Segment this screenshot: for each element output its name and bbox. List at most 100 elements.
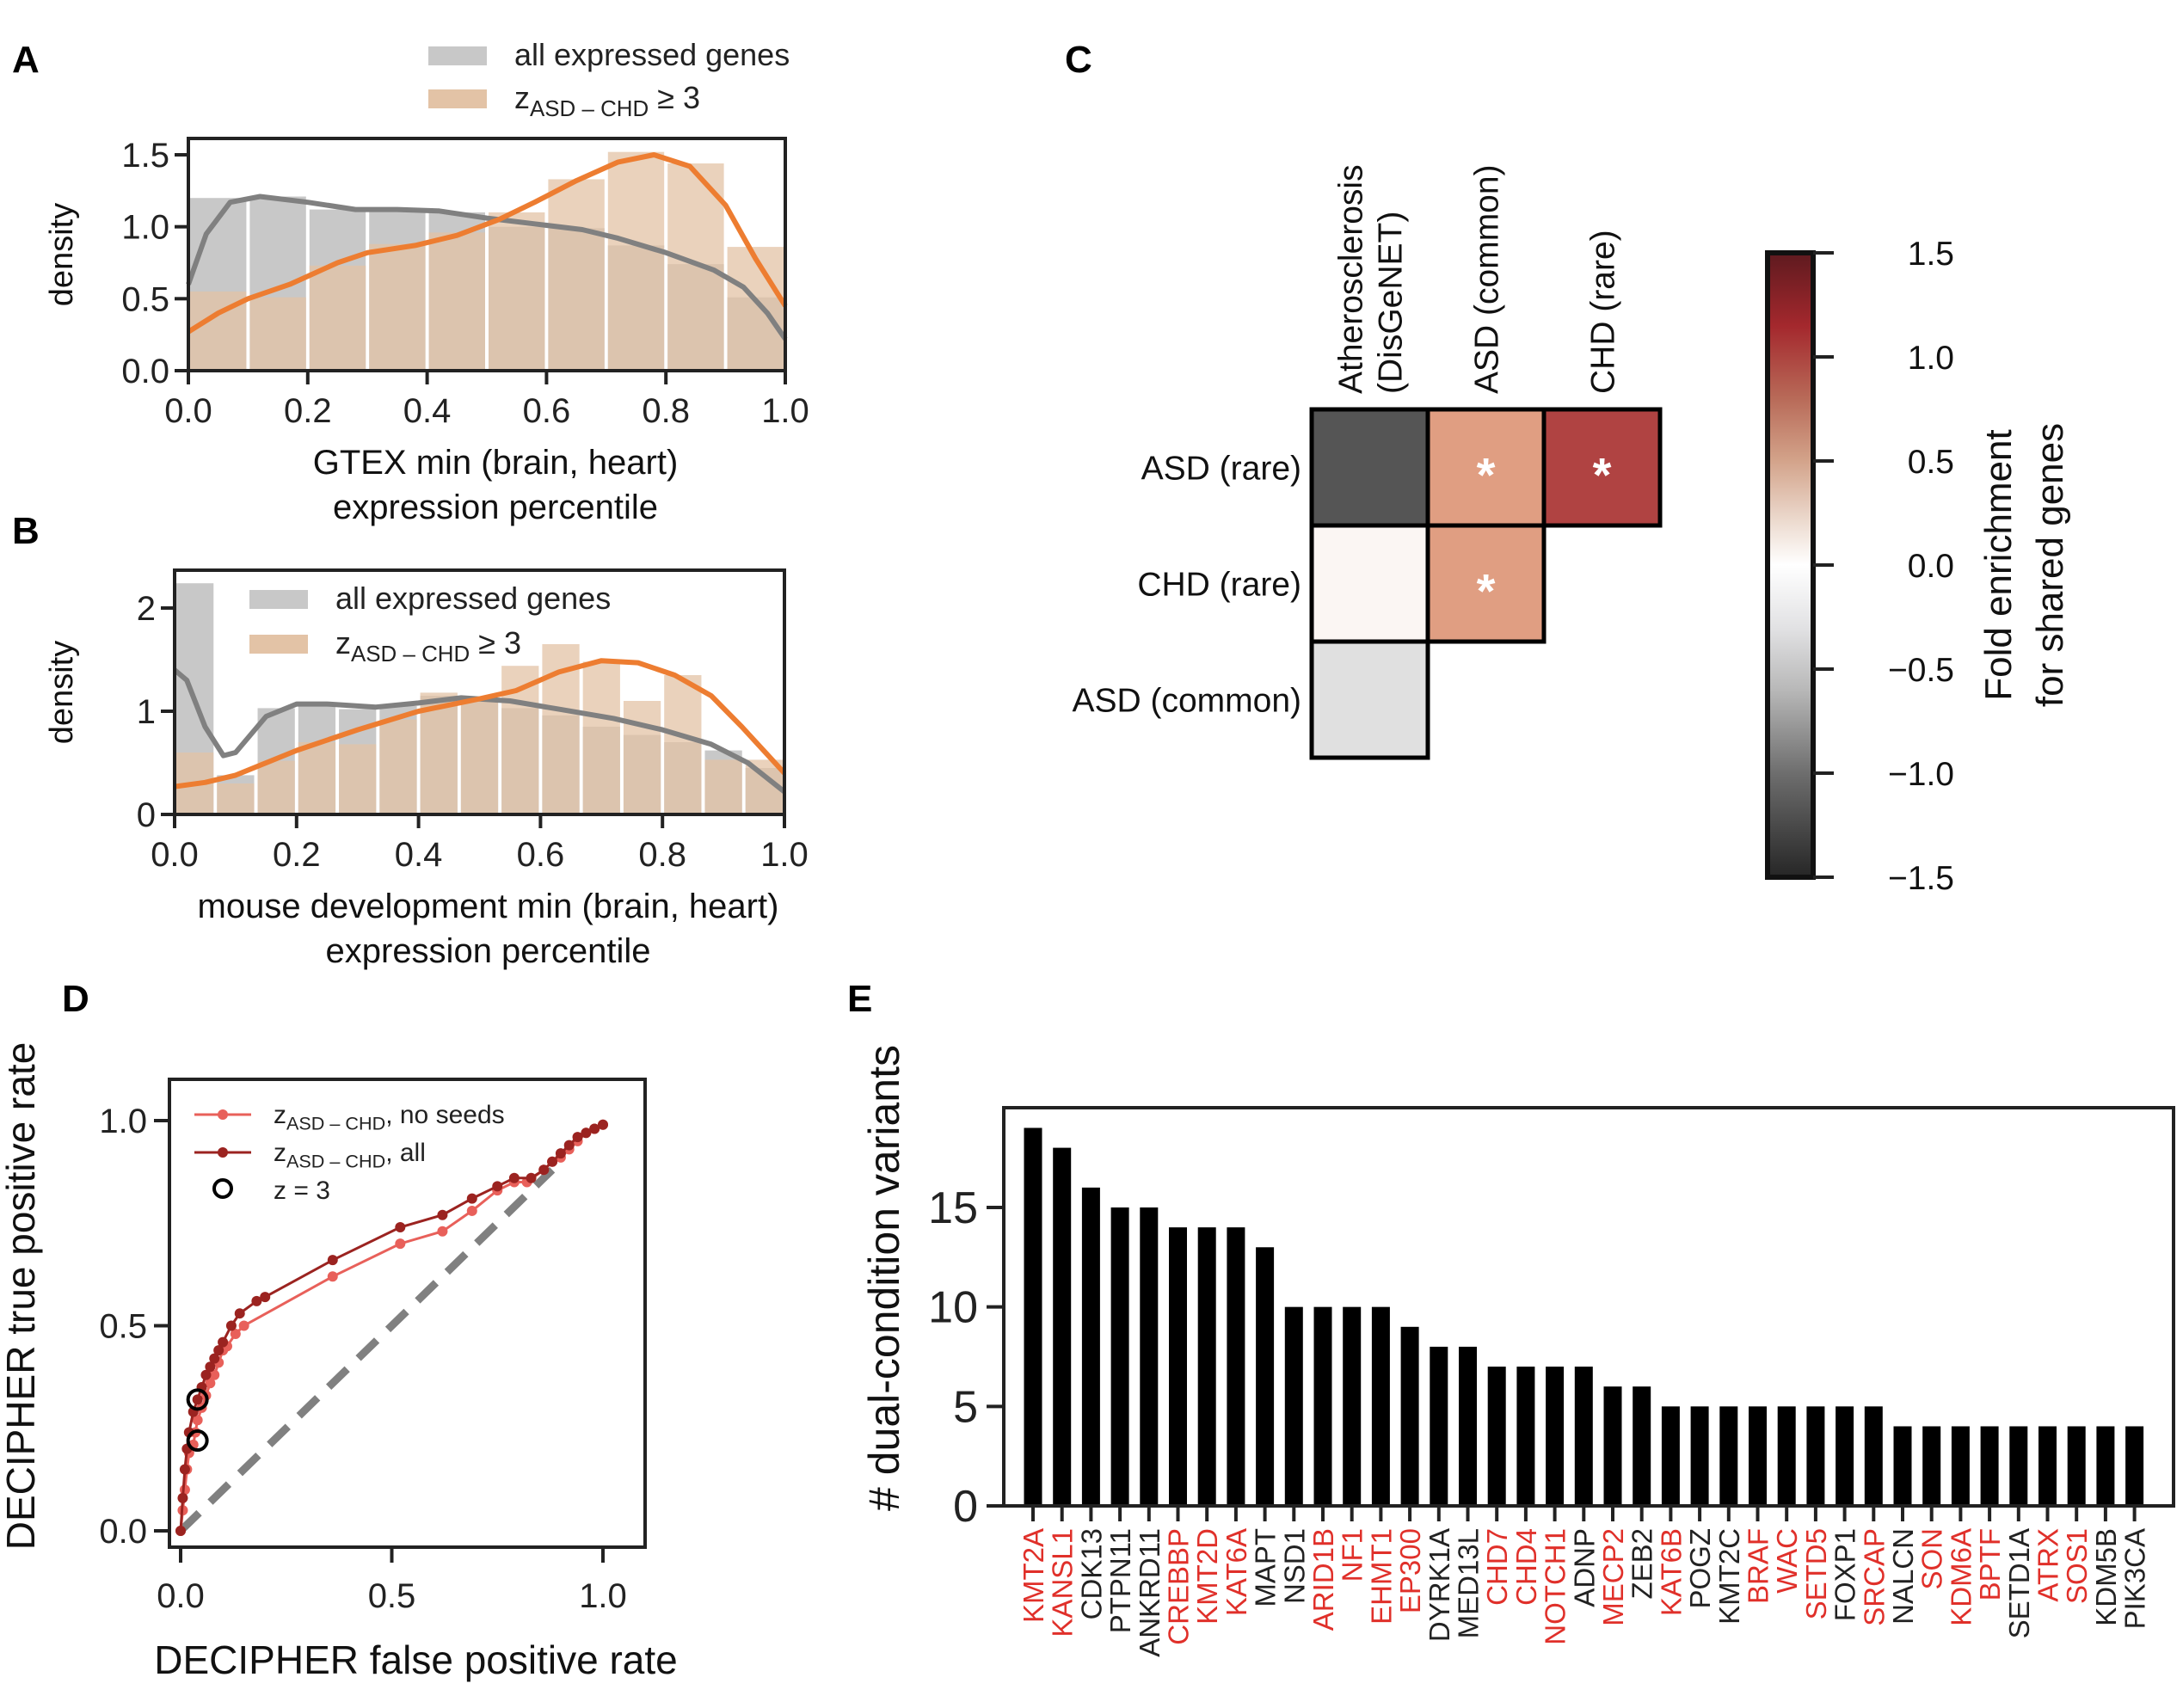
kde-line-all-genes	[173, 667, 786, 794]
bar	[1256, 1247, 1275, 1506]
legend-swatch	[428, 89, 487, 108]
bar	[1864, 1406, 1883, 1506]
bar	[1516, 1367, 1535, 1506]
bar	[1603, 1386, 1622, 1506]
plot-frame	[187, 137, 787, 372]
histogram-bar-z-ge-3	[623, 701, 661, 814]
gene-label: CREBBP	[1163, 1528, 1195, 1645]
y-tick-label: 15	[928, 1183, 978, 1233]
gene-label: PTPN11	[1104, 1528, 1136, 1633]
roc-point-no-seeds	[238, 1320, 249, 1331]
histogram-bar-z-ge-3	[420, 692, 458, 814]
heatmap-column-label: CHD (rare)	[1585, 230, 1622, 394]
x-tick-label: 0.0	[157, 1577, 205, 1615]
legend-label-tail: ≥ 3	[649, 80, 700, 115]
heatmap-column-label: ASD (common)	[1469, 164, 1506, 394]
panel-b-histogram: 0.0 0.2 0.4 0.6 0.8 1.0 0 1 2 density mouse develo…	[44, 568, 809, 970]
bar	[1836, 1406, 1854, 1506]
bar	[2009, 1426, 2028, 1506]
histogram-bar-z-ge-3	[249, 297, 306, 371]
legend-swatch	[249, 590, 308, 609]
roc-point-all	[598, 1119, 608, 1130]
x-tick-label: 0.2	[273, 836, 321, 874]
gene-label: SOS1	[2061, 1528, 2093, 1604]
y-axis-label: density	[44, 641, 80, 744]
x-tick-label: 0.8	[642, 392, 690, 430]
panel-e-bar-chart: KMT2AKANSL1CDK13PTPN11ANKRD11CREBBPKMT2D…	[860, 1045, 2175, 1657]
legend-label: zASD – CHD, no seeds	[274, 1101, 505, 1134]
x-tick-label: 0.4	[395, 836, 443, 874]
gene-label: CDK13	[1075, 1528, 1107, 1619]
roc-point-all	[200, 1369, 212, 1380]
kde-line-z-ge-3	[187, 152, 788, 335]
diagonal-reference-line	[177, 1167, 556, 1534]
bar	[1197, 1227, 1216, 1506]
x-tick-label: 1.0	[579, 1577, 627, 1615]
gene-label: MAPT	[1250, 1528, 1282, 1607]
significance-asterisk: *	[1593, 448, 1612, 502]
roc-point-all	[589, 1123, 600, 1134]
x-axis-label: expression percentile	[333, 488, 658, 526]
bar	[1487, 1367, 1506, 1506]
x-tick-label: 0.4	[403, 392, 452, 430]
bar	[1053, 1147, 1072, 1506]
bar	[1980, 1426, 1999, 1506]
heatmap-cell	[1309, 407, 1430, 528]
legend-label-sub: ASD – CHD	[286, 1113, 385, 1134]
roc-point-all	[538, 1164, 550, 1176]
bar	[1400, 1326, 1419, 1506]
bar	[1893, 1426, 1912, 1506]
colorbar-tick-label: −0.5	[1888, 652, 1954, 689]
colorbar-tick-label: 0.5	[1908, 444, 1954, 481]
heatmap-cell	[1541, 407, 1663, 528]
plot-frame	[173, 568, 786, 816]
roc-point-all	[225, 1320, 237, 1331]
gene-label: MED13L	[1453, 1528, 1485, 1638]
roc-point-all	[205, 1361, 216, 1373]
legend-label-main: z	[274, 1101, 286, 1129]
histogram-bar-z-ge-3	[217, 783, 255, 814]
gene-label: KMT2D	[1191, 1528, 1223, 1625]
histogram-bar-z-ge-3	[727, 247, 784, 371]
kde-line-all-genes	[186, 194, 788, 341]
gene-label: FOXP1	[1829, 1528, 1861, 1621]
legend-label: z = 3	[274, 1177, 330, 1205]
colorbar-tick-label: 1.0	[1908, 340, 1954, 377]
y-tick-label: 10	[928, 1283, 978, 1333]
legend-label-tail: , all	[385, 1139, 426, 1167]
bar	[2125, 1426, 2144, 1506]
legend-label-sub: ASD – CHD	[351, 642, 470, 667]
x-tick-label: 1.0	[760, 836, 809, 874]
x-tick-label: 0.0	[151, 836, 199, 874]
panel-d-roc: 0.0 0.5 1.0 0.0 0.5 1.0 DECIPHER true positive…	[0, 1042, 678, 1682]
roc-point-all	[234, 1308, 245, 1319]
roc-point-all	[547, 1156, 558, 1167]
bar	[1081, 1187, 1100, 1506]
histogram-bar-z-ge-3	[309, 265, 366, 371]
x-tick-label: 0.8	[638, 836, 686, 874]
legend-open-circle	[212, 1178, 233, 1199]
gene-label: BRAF	[1743, 1528, 1774, 1604]
panel-label-a: A	[12, 39, 40, 81]
legend-label-tail: ≥ 3	[470, 625, 521, 660]
plot-frame	[168, 1078, 647, 1549]
gene-label: EP300	[1394, 1528, 1426, 1613]
x-tick-label: 0.5	[368, 1577, 416, 1615]
threshold-z3-marker	[186, 1429, 209, 1453]
gene-label: KANSL1	[1047, 1528, 1079, 1637]
bar	[1024, 1127, 1042, 1506]
bar	[1951, 1426, 1970, 1506]
x-tick-label: 0.6	[523, 392, 571, 430]
y-tick-label: 1.0	[99, 1103, 147, 1140]
histogram-bar-z-ge-3	[548, 179, 605, 371]
roc-point-all	[192, 1394, 203, 1405]
bar	[2096, 1426, 2115, 1506]
bar	[1806, 1406, 1825, 1506]
roc-point-all	[177, 1492, 188, 1503]
histogram-bar-z-ge-3	[428, 232, 485, 371]
bar	[1140, 1207, 1159, 1506]
roc-point-all	[508, 1172, 520, 1183]
bar	[2038, 1426, 2057, 1506]
legend-label: zASD – CHD, all	[274, 1139, 426, 1172]
